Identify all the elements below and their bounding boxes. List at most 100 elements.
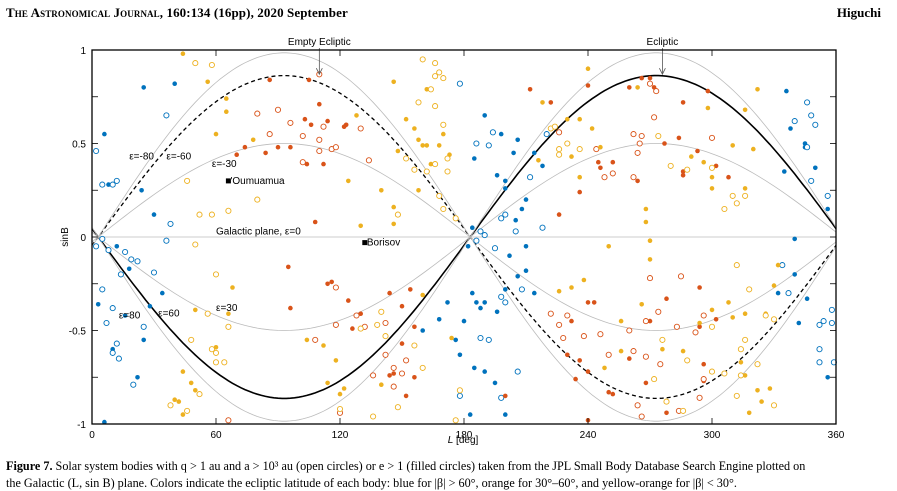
data-point-filled [180, 51, 186, 56]
data-point-filled [775, 262, 781, 268]
data-point-filled [726, 300, 731, 305]
data-point-filled [730, 143, 735, 148]
data-point-open [188, 336, 195, 343]
data-point-open [737, 372, 744, 379]
data-point-open [432, 60, 439, 67]
data-point-filled [428, 161, 434, 167]
data-point-filled [602, 365, 607, 371]
data-point-filled [379, 188, 384, 193]
data-point-open [444, 155, 451, 162]
data-point-open [299, 159, 306, 166]
data-point-open [742, 336, 749, 343]
data-point-filled [569, 285, 574, 290]
data-point-open [820, 318, 827, 325]
data-point-open [642, 353, 649, 360]
data-point-open [117, 271, 124, 278]
data-point-filled [680, 173, 686, 178]
data-point-filled [102, 419, 107, 425]
data-point-open [423, 168, 430, 175]
data-point-open [134, 258, 141, 265]
data-point-filled [709, 186, 715, 191]
data-point-filled [350, 326, 355, 331]
data-point-open [390, 364, 397, 371]
data-point-filled [391, 79, 397, 85]
data-point-open [452, 417, 459, 424]
annotation-label: ε=-80 [129, 152, 154, 163]
data-point-open [109, 349, 116, 356]
data-point-filled [695, 148, 700, 154]
data-point-open [357, 125, 364, 132]
data-point-open [115, 355, 122, 362]
data-point-open [365, 157, 372, 164]
data-point-open [312, 336, 319, 343]
data-point-filled [585, 300, 591, 305]
data-point-open [708, 164, 716, 171]
data-point-filled [346, 178, 351, 184]
data-point-open [382, 319, 389, 327]
data-point-open [477, 228, 484, 235]
y-tick-label: 0 [80, 233, 86, 244]
data-point-filled [697, 285, 702, 290]
data-point-open [779, 262, 786, 269]
data-point-open [378, 308, 385, 315]
data-point-open [812, 121, 819, 128]
data-point-open [184, 177, 191, 184]
data-point-filled [573, 376, 578, 382]
data-point-open [804, 99, 811, 106]
data-point-filled [302, 116, 308, 122]
data-point-open [646, 275, 654, 282]
data-point-open [733, 200, 740, 207]
data-point-filled [664, 410, 669, 416]
data-point-open [657, 361, 664, 368]
data-point-open [204, 310, 211, 317]
data-point-filled [325, 380, 330, 386]
data-point-filled [532, 290, 537, 296]
data-point-open [684, 166, 691, 173]
data-point-open [630, 131, 637, 138]
data-point-filled [416, 188, 421, 193]
data-point-filled [825, 206, 830, 212]
data-point-filled [532, 150, 537, 156]
data-point-open [816, 321, 823, 328]
data-point-filled [680, 100, 686, 105]
data-point-open [419, 56, 426, 63]
data-point-open [828, 319, 835, 327]
data-point-filled [341, 386, 347, 391]
data-point-open [99, 235, 106, 242]
data-point-filled [472, 365, 477, 371]
data-point-open [653, 88, 660, 95]
data-point-open [636, 140, 643, 147]
data-point-open [580, 333, 587, 340]
data-point-filled [470, 225, 475, 230]
data-point-filled [647, 238, 653, 243]
data-point-filled [478, 305, 483, 311]
data-point-open [299, 132, 306, 140]
data-point-filled [585, 83, 591, 88]
data-point-open [93, 147, 100, 155]
data-point-open [638, 413, 645, 420]
data-point-filled [224, 109, 229, 114]
data-point-filled [412, 324, 417, 330]
data-point-filled [569, 154, 574, 159]
data-point-filled [788, 126, 793, 131]
data-point-open [729, 192, 736, 199]
data-point-open [605, 351, 612, 358]
data-point-filled [742, 107, 748, 113]
data-point-open [332, 321, 339, 328]
annotation-label: ε=60 [158, 309, 180, 320]
data-point-open [403, 155, 410, 162]
curve--30 [91, 143, 837, 331]
data-point-open [432, 103, 439, 110]
data-point-filled [312, 219, 318, 225]
data-point-open [113, 340, 120, 347]
data-point-filled [606, 389, 611, 395]
data-point-filled [577, 358, 582, 363]
data-point-filled [618, 348, 624, 354]
data-point-filled [474, 300, 479, 305]
data-point-open [382, 351, 389, 358]
y-tick-label: -0.5 [69, 327, 87, 338]
data-point-open [626, 327, 633, 334]
data-point-open [403, 357, 410, 364]
data-point-filled [288, 305, 293, 311]
caption-text: Solar system bodies with q > 1 au and a … [52, 459, 806, 473]
